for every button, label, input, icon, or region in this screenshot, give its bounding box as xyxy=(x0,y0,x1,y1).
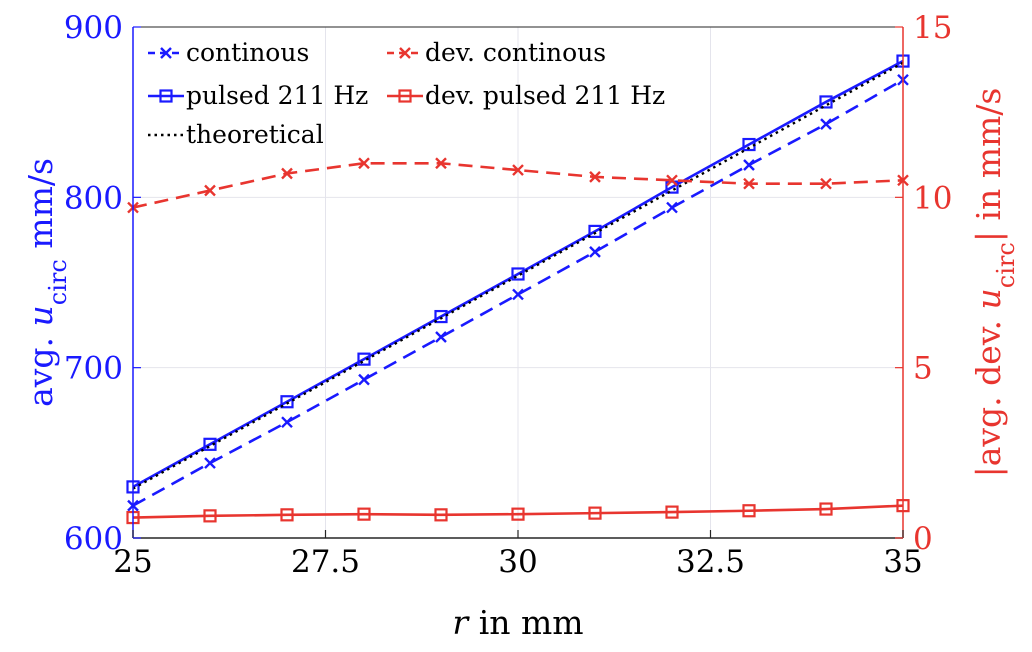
y-left-tick-label: 700 xyxy=(64,351,123,387)
data-point-dev-continous xyxy=(589,171,601,183)
x-tick-label: 30 xyxy=(498,544,537,580)
series-layer xyxy=(126,54,910,525)
data-point-continous xyxy=(435,331,447,343)
data-point-continous xyxy=(512,288,524,301)
series-dev-pulsed-211-hz xyxy=(126,499,910,525)
series-continous xyxy=(127,73,909,512)
data-point-continous xyxy=(820,118,832,130)
legend-entry-continous: continous xyxy=(148,38,309,67)
data-point-dev-pulsed-211-hz xyxy=(588,506,602,520)
legend-marker xyxy=(159,89,173,103)
data-point-dev-pulsed-211-hz xyxy=(819,502,833,516)
data-point-dev-pulsed-211-hz xyxy=(742,504,756,518)
legend-label: theoretical xyxy=(186,120,324,149)
series-line-continous xyxy=(132,78,904,507)
axes: 25 27.5 30 32.5 35 600 700 800 900 0 5 10 15 xyxy=(64,10,953,580)
legend-entry-theoretical: theoretical xyxy=(148,120,324,149)
legend-entry-pulsed-211-hz: pulsed 211 Hz xyxy=(148,81,368,110)
series-line-dev-pulsed-211-hz xyxy=(132,504,904,519)
x-axis-title: r in mm xyxy=(452,603,583,642)
y-axis-right-title: |avg. dev. ucirc| in mm/s xyxy=(969,88,1020,478)
data-point-dev-continous xyxy=(666,174,678,187)
data-point-dev-pulsed-211-hz xyxy=(665,505,679,519)
data-point-dev-pulsed-211-hz xyxy=(203,509,217,523)
data-point-dev-pulsed-211-hz xyxy=(511,507,525,521)
y-right-tick-label: 10 xyxy=(913,180,952,216)
grid xyxy=(133,27,903,538)
data-point-continous xyxy=(358,373,370,386)
series-line-pulsed-211-hz xyxy=(132,59,904,489)
data-point-pulsed-211-hz xyxy=(357,352,371,366)
data-point-pulsed-211-hz xyxy=(511,267,525,281)
data-point-dev-continous xyxy=(512,164,524,176)
data-point-continous xyxy=(281,416,293,429)
legend-marker xyxy=(398,89,412,103)
data-point-dev-pulsed-211-hz xyxy=(280,508,294,522)
data-point-dev-continous xyxy=(435,157,447,170)
x-tick-label: 25 xyxy=(113,544,152,580)
legend-marker xyxy=(160,47,172,59)
y-right-tick-label: 15 xyxy=(913,10,952,46)
data-point-dev-continous xyxy=(281,167,293,180)
legend-label: dev. pulsed 211 Hz xyxy=(425,81,665,110)
data-point-dev-continous xyxy=(743,177,755,190)
series-pulsed-211-hz xyxy=(126,54,910,494)
legend-entry-dev-continous: dev. continous xyxy=(387,38,606,67)
y-left-tick-label: 600 xyxy=(64,521,123,557)
x-tick-label: 35 xyxy=(883,544,922,580)
data-point-pulsed-211-hz xyxy=(819,95,833,109)
data-point-dev-pulsed-211-hz xyxy=(434,508,448,522)
data-point-continous xyxy=(589,245,601,258)
x-tick-label: 27.5 xyxy=(291,544,360,580)
y-axis-left-title: avg. ucirc mm/s xyxy=(21,158,72,407)
legend-entry-dev-pulsed-211-hz: dev. pulsed 211 Hz xyxy=(387,81,665,110)
data-point-pulsed-211-hz xyxy=(280,395,294,409)
data-point-continous xyxy=(666,201,678,214)
data-point-continous xyxy=(743,159,755,171)
data-point-dev-continous xyxy=(820,177,832,190)
legend-label: dev. continous xyxy=(425,38,606,67)
data-point-dev-continous xyxy=(204,184,216,197)
legend-label: pulsed 211 Hz xyxy=(186,81,368,110)
series-line-dev-continous xyxy=(132,161,904,209)
y-right-tick-label: 5 xyxy=(913,351,933,387)
y-left-tick-label: 900 xyxy=(64,10,123,46)
data-point-pulsed-211-hz xyxy=(203,437,217,451)
legend: continous dev. continous pulsed 211 Hz dev.… xyxy=(148,38,665,149)
legend-label: continous xyxy=(186,38,309,67)
y-left-tick-label: 800 xyxy=(64,180,123,216)
data-point-continous xyxy=(204,457,216,469)
x-tick-label: 32.5 xyxy=(676,544,745,580)
legend-marker xyxy=(399,47,411,59)
axis-labels: r in mm avg. ucirc mm/s |avg. dev. ucirc| … xyxy=(21,88,1020,642)
data-point-dev-continous xyxy=(358,157,370,170)
y-right-tick-label: 0 xyxy=(913,521,933,557)
data-point-dev-pulsed-211-hz xyxy=(357,507,371,521)
